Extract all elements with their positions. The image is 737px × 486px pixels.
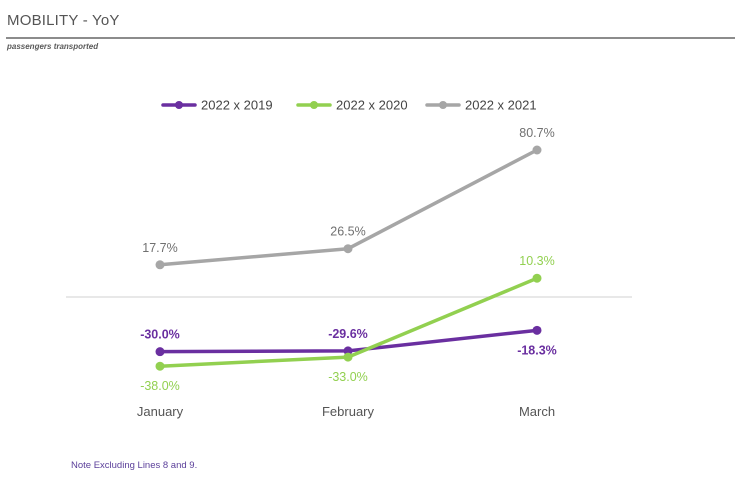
legend-label: 2022 x 2019 [201,98,273,113]
data-label-2022-x-2019-march: -18.3% [517,343,557,357]
legend-label: 2022 x 2021 [465,98,537,113]
data-point-2022-x-2021-january [155,260,165,270]
data-label-2022-x-2021-march: 80.7% [519,126,554,140]
data-point-2022-x-2021-march [532,145,542,155]
data-point-2022-x-2021-february [343,244,353,254]
footnote: Note Excluding Lines 8 and 9. [71,460,198,471]
page-title: MOBILITY - YoY [7,12,120,29]
data-label-2022-x-2020-march: 10.3% [519,254,554,268]
series-2022-x-2019 [155,325,542,357]
data-label-2022-x-2021-january: 17.7% [142,241,177,255]
data-label-2022-x-2020-january: -38.0% [140,379,180,393]
data-point-2022-x-2019-january [155,347,165,357]
title-divider [6,37,735,39]
data-label-2022-x-2021-february: 26.5% [330,225,365,239]
legend-item-2022-x-2021: 2022 x 2021 [425,98,537,113]
series-layer [155,145,542,371]
data-point-2022-x-2019-march [532,325,542,335]
data-point-2022-x-2020-february [343,352,353,362]
legend-label: 2022 x 2020 [336,98,408,113]
data-point-2022-x-2020-january [155,361,165,371]
legend-swatch-marker [439,101,447,109]
x-tick-label-february: February [322,404,375,419]
data-label-2022-x-2019-january: -30.0% [140,328,180,342]
x-tick-label-january: January [137,404,184,419]
series-2022-x-2021 [155,145,542,270]
data-label-2022-x-2019-february: -29.6% [328,327,368,341]
x-axis: January February March [137,404,555,419]
data-point-2022-x-2019-february [343,346,353,356]
legend-swatch-marker [175,101,183,109]
page-subtitle: passengers transported [7,42,99,51]
legend-item-2022-x-2019: 2022 x 2019 [161,98,273,113]
legend-item-2022-x-2020: 2022 x 2020 [296,98,408,113]
series-2022-x-2020 [155,273,542,371]
legend-swatch-marker [310,101,318,109]
x-tick-label-march: March [519,404,555,419]
data-point-2022-x-2020-march [532,273,542,283]
chart-legend: 2022 x 2019 2022 x 2020 2022 x 2021 [161,98,537,113]
data-label-layer: -30.0% -29.6% -18.3% -38.0% -33.0% 10.3% 17.7%… [140,126,557,393]
data-label-2022-x-2020-february: -33.0% [328,370,368,384]
